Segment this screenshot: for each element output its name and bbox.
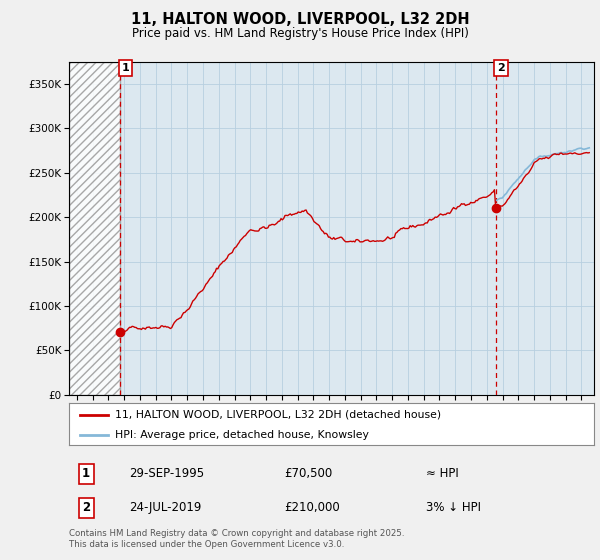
Text: 1: 1 <box>82 467 90 480</box>
Text: 11, HALTON WOOD, LIVERPOOL, L32 2DH: 11, HALTON WOOD, LIVERPOOL, L32 2DH <box>131 12 469 27</box>
Text: 1: 1 <box>122 63 130 73</box>
Text: Contains HM Land Registry data © Crown copyright and database right 2025.
This d: Contains HM Land Registry data © Crown c… <box>69 529 404 549</box>
Text: HPI: Average price, detached house, Knowsley: HPI: Average price, detached house, Know… <box>115 430 369 440</box>
Text: 2: 2 <box>497 63 505 73</box>
Text: 29-SEP-1995: 29-SEP-1995 <box>130 467 205 480</box>
Text: £70,500: £70,500 <box>284 467 332 480</box>
Text: 24-JUL-2019: 24-JUL-2019 <box>130 501 202 515</box>
Text: 2: 2 <box>82 501 90 515</box>
Text: 3% ↓ HPI: 3% ↓ HPI <box>426 501 481 515</box>
Bar <box>69 62 120 395</box>
Text: Price paid vs. HM Land Registry's House Price Index (HPI): Price paid vs. HM Land Registry's House … <box>131 27 469 40</box>
Text: £210,000: £210,000 <box>284 501 340 515</box>
Text: 11, HALTON WOOD, LIVERPOOL, L32 2DH (detached house): 11, HALTON WOOD, LIVERPOOL, L32 2DH (det… <box>115 410 442 420</box>
Text: ≈ HPI: ≈ HPI <box>426 467 459 480</box>
